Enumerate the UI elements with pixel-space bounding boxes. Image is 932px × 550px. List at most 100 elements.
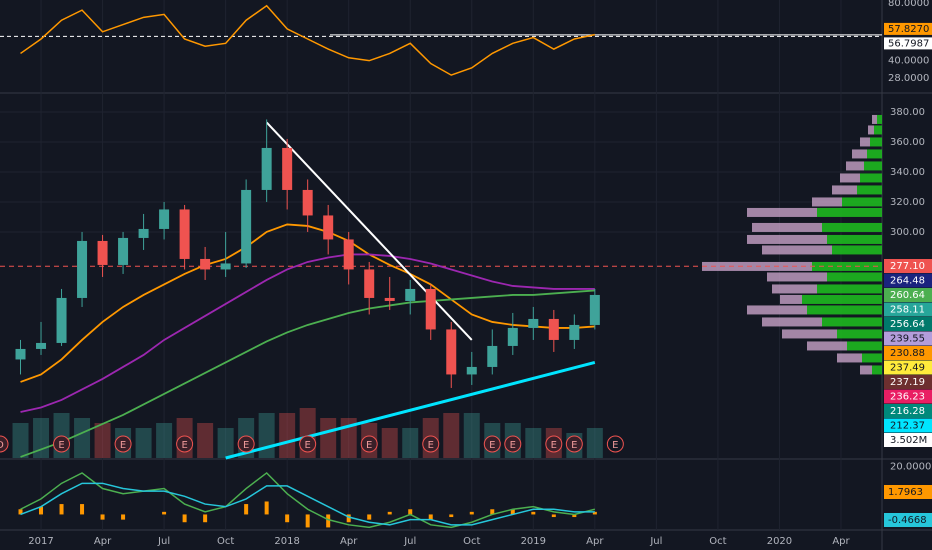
candle-body [548, 318, 559, 340]
event-marker [606, 435, 624, 453]
rsi-tick-label: 28.0000 [888, 73, 929, 84]
rsi-tick-label: 80.0000 [888, 0, 929, 9]
macd-histogram [264, 501, 269, 515]
candle-body [200, 258, 211, 270]
candle-body [220, 263, 231, 270]
rsi-tick-label: 40.0000 [888, 56, 929, 67]
event-label: E [181, 440, 187, 451]
event-marker [504, 435, 522, 453]
volume-profile-up [817, 284, 882, 294]
x-tick-label: Jul [649, 536, 662, 547]
event-label: E [120, 440, 126, 451]
price-label: 212.37 [890, 421, 925, 432]
macd-histogram [449, 514, 454, 518]
volume-profile-down [840, 173, 860, 183]
event-marker [565, 435, 583, 453]
volume-profile-down [747, 234, 827, 244]
candle-body [425, 288, 436, 330]
event-label: E [571, 440, 577, 451]
y-tick-label: 320.00 [890, 197, 925, 208]
candle-body [282, 147, 293, 190]
x-tick-label: Apr [586, 536, 604, 547]
macd-histogram [367, 514, 372, 520]
macd-histogram [346, 514, 351, 523]
y-tick-label: 340.00 [890, 167, 925, 178]
volume-profile-up [864, 161, 882, 171]
volume-profile-down [747, 207, 817, 217]
x-tick-label: Oct [217, 536, 234, 547]
candle-body [36, 342, 47, 349]
volume-bar [381, 428, 398, 458]
candle-body [405, 288, 416, 301]
volume-bar [258, 413, 275, 458]
volume-profile-up [867, 149, 882, 159]
volume-profile-down [767, 272, 827, 282]
rsi-level-bg [884, 22, 932, 35]
candle-body [569, 324, 580, 340]
rsi-level-label: 57.8270 [888, 24, 929, 35]
volume-profile-up [802, 294, 882, 304]
macd-level-bg [884, 513, 932, 527]
macd-histogram [408, 509, 413, 515]
macd-histogram [39, 506, 44, 515]
volume-bar [463, 413, 480, 458]
volume-profile-up [857, 185, 882, 195]
macd-histogram [121, 514, 126, 520]
y-tick-label: 300.00 [890, 227, 925, 238]
event-marker [360, 435, 378, 453]
volume-profile-down [812, 197, 842, 207]
macd-histogram [182, 514, 187, 523]
macd-histogram [428, 514, 433, 520]
volume-profile-up [862, 353, 882, 363]
moving-average [20, 253, 595, 413]
candle-body [323, 215, 334, 240]
x-tick-label: Oct [709, 536, 726, 547]
volume-bar [320, 418, 337, 458]
signal-line [20, 482, 595, 526]
event-label: E [305, 440, 311, 451]
price-label-bg [884, 346, 932, 360]
volume-profile-down [837, 353, 862, 363]
volume-bar [94, 423, 111, 458]
volume-profile-down [747, 305, 807, 315]
price-label: 216.28 [890, 406, 925, 417]
event-marker [0, 435, 9, 453]
volume-profile-up [832, 245, 882, 255]
price-label: 3.502M [890, 435, 927, 446]
event-marker [53, 435, 71, 453]
trendline [225, 360, 596, 460]
macd-histogram [490, 509, 495, 515]
price-label: 264.48 [890, 276, 925, 287]
macd-tick-label: 20.0000 [890, 462, 931, 473]
volume-profile-up [822, 222, 882, 232]
macd-histogram [326, 514, 331, 528]
macd-histogram [244, 504, 249, 515]
candle-body [159, 209, 170, 229]
volume-profile-down [860, 137, 870, 147]
macd-histogram [387, 511, 392, 515]
volume-bar [197, 423, 214, 458]
candle-body [56, 297, 67, 343]
macd-histogram [80, 504, 85, 515]
price-label: 260.64 [890, 290, 925, 301]
macd-histogram [18, 509, 23, 515]
volume-profile-down [852, 149, 867, 159]
volume-profile-up [822, 317, 882, 327]
volume-profile-down [772, 284, 817, 294]
volume-profile-up [874, 125, 882, 135]
volume-bar [135, 428, 152, 458]
event-marker [483, 435, 501, 453]
event-label: E [366, 440, 372, 451]
candle-body [77, 240, 88, 298]
volume-profile-down [846, 161, 864, 171]
macd-histogram [572, 514, 577, 518]
x-tick-label: 2018 [274, 536, 299, 547]
candle-body [241, 189, 252, 264]
macd-histogram [100, 514, 105, 520]
x-tick-label: 2017 [28, 536, 53, 547]
volume-bar [525, 428, 542, 458]
volume-profile-up [817, 207, 882, 217]
candle-body [487, 345, 498, 367]
price-label-bg [884, 302, 932, 317]
price-label-bg [884, 360, 932, 375]
